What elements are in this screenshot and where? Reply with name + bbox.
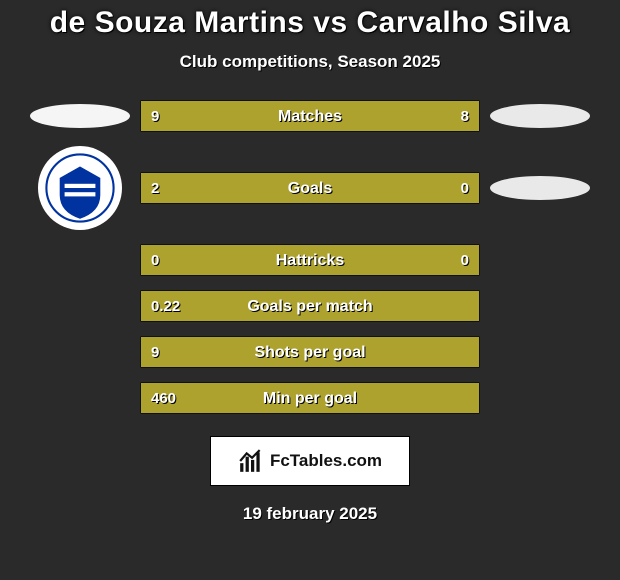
page-title: de Souza Martins vs Carvalho Silva [0,6,620,40]
club-logo-left: AVAÍ F.C. [38,146,122,230]
stat-bar: 9Shots per goal [140,336,480,368]
player-photo-placeholder [490,104,590,128]
stat-row: 0.22Goals per match [0,290,620,322]
bar-value-right: 8 [461,101,469,133]
stat-bar: 0.22Goals per match [140,290,480,322]
stat-bar: 9Matches8 [140,100,480,132]
stat-row: AVAÍ F.C. 2Goals0 [0,146,620,230]
stat-bar: 0Hattricks0 [140,244,480,276]
infographic-root: de Souza Martins vs Carvalho Silva Club … [0,0,620,580]
side-col-left: AVAÍ F.C. [20,146,140,230]
bar-metric-label: Goals per match [141,291,479,323]
brand-chart-icon [238,448,264,474]
bar-metric-label: Min per goal [141,383,479,415]
player-photo-placeholder [30,104,130,128]
stat-row: 460Min per goal [0,382,620,414]
page-subtitle: Club competitions, Season 2025 [0,52,620,72]
stat-bar: 2Goals0 [140,172,480,204]
bar-value-right: 0 [461,245,469,277]
bar-metric-label: Matches [141,101,479,133]
stat-row: 9Shots per goal [0,336,620,368]
footer-date: 19 february 2025 [0,504,620,524]
stat-row: 9Matches8 [0,100,620,132]
brand-box: FcTables.com [210,436,410,486]
brand-text: FcTables.com [270,451,382,471]
svg-text:AVAÍ F.C.: AVAÍ F.C. [66,171,93,180]
side-col-left [20,104,140,128]
bar-metric-label: Hattricks [141,245,479,277]
bar-metric-label: Shots per goal [141,337,479,369]
stat-row: 0Hattricks0 [0,244,620,276]
stat-rows: 9Matches8AVAÍ F.C.2Goals00Hattricks00.22… [0,100,620,414]
player-photo-placeholder [490,176,590,200]
side-col-right [480,176,600,200]
side-col-right [480,104,600,128]
bar-metric-label: Goals [141,173,479,205]
stat-bar: 460Min per goal [140,382,480,414]
bar-value-right: 0 [461,173,469,205]
